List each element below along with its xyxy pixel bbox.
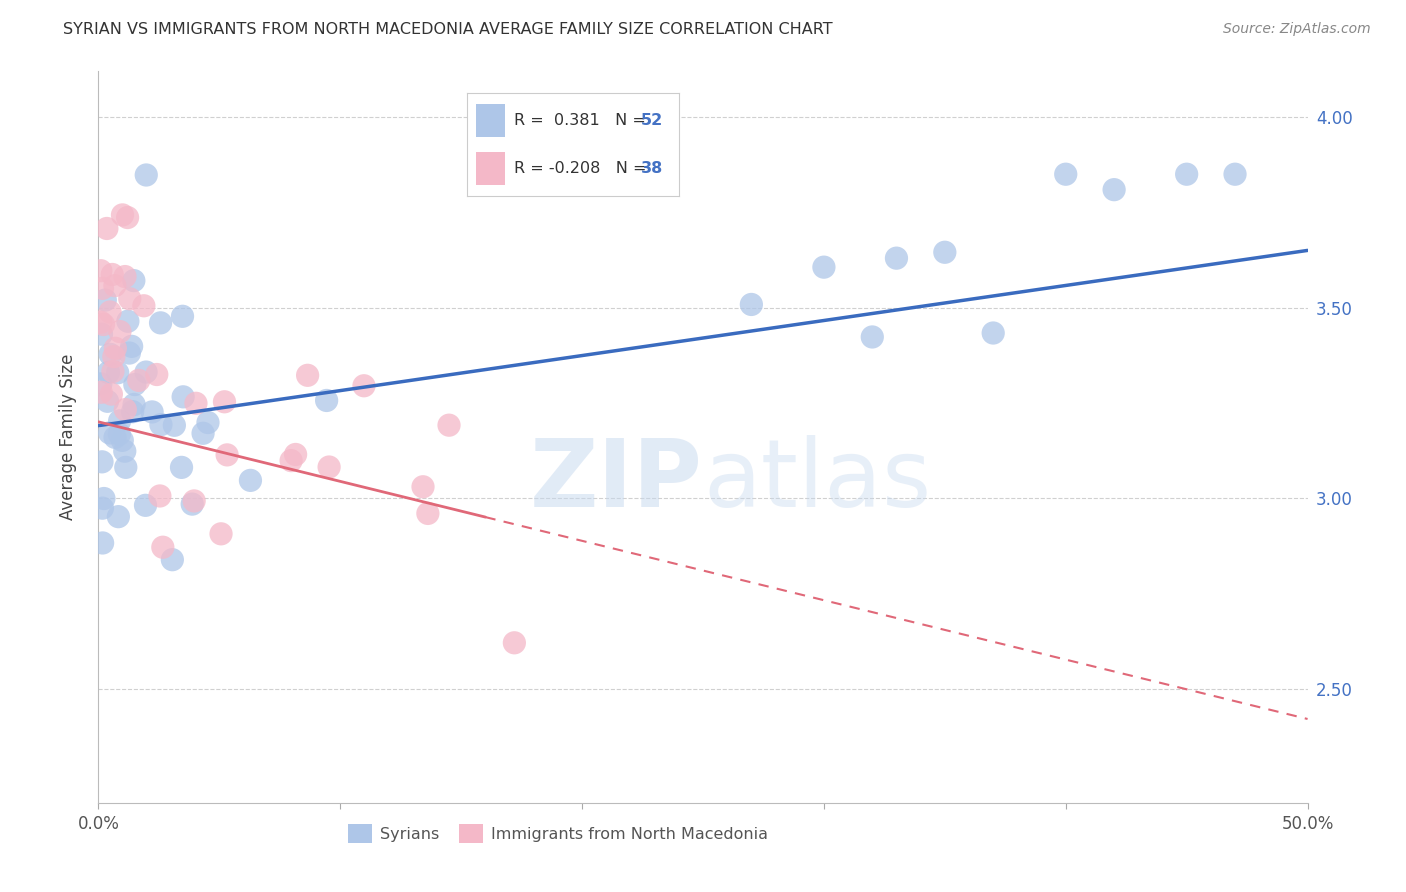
Point <box>98 347 121 361</box>
Point <box>934 245 956 260</box>
Point <box>108 414 131 428</box>
Point <box>93 491 115 506</box>
Point <box>114 460 136 475</box>
Point <box>111 208 134 222</box>
Point <box>149 417 172 432</box>
Point <box>121 339 143 353</box>
Point <box>135 168 157 182</box>
Point <box>214 394 236 409</box>
Point <box>90 385 112 400</box>
Point <box>98 425 121 440</box>
Point <box>280 453 302 467</box>
Point <box>163 418 186 433</box>
Point <box>172 310 194 324</box>
Point <box>1054 167 1077 181</box>
Point <box>107 509 129 524</box>
Legend: Syrians, Immigrants from North Macedonia: Syrians, Immigrants from North Macedonia <box>342 817 773 850</box>
Point <box>103 350 125 364</box>
Point <box>183 494 205 508</box>
Point <box>318 460 340 475</box>
Point <box>416 507 439 521</box>
Point <box>94 293 117 307</box>
Point <box>297 368 319 383</box>
Point <box>191 426 214 441</box>
Point <box>90 315 112 329</box>
Point <box>124 377 146 392</box>
Point <box>284 447 307 461</box>
Point <box>117 314 139 328</box>
Point <box>91 281 114 295</box>
Point <box>104 341 127 355</box>
Point <box>134 499 156 513</box>
Point <box>132 299 155 313</box>
Point <box>145 368 167 382</box>
Point <box>170 460 193 475</box>
Point <box>91 455 114 469</box>
Point <box>122 274 145 288</box>
Point <box>118 346 141 360</box>
Y-axis label: Average Family Size: Average Family Size <box>59 354 77 520</box>
Point <box>96 394 118 409</box>
Point <box>437 418 460 433</box>
Point <box>90 376 112 391</box>
Point <box>118 292 141 306</box>
Point <box>91 501 114 516</box>
Point <box>104 430 127 444</box>
Point <box>122 397 145 411</box>
Point <box>149 489 172 503</box>
Point <box>100 387 122 401</box>
Point <box>111 434 134 448</box>
Point <box>149 316 172 330</box>
Point <box>184 396 207 410</box>
Point <box>108 325 131 339</box>
Point <box>114 402 136 417</box>
Point <box>152 540 174 554</box>
Point <box>117 211 139 225</box>
Point <box>91 536 114 550</box>
Point <box>181 497 204 511</box>
Point <box>97 366 120 380</box>
Point <box>98 305 121 319</box>
Point <box>107 366 129 380</box>
Point <box>239 474 262 488</box>
Point <box>209 526 232 541</box>
Point <box>981 326 1004 340</box>
Point <box>90 264 112 278</box>
Point <box>860 330 883 344</box>
Point <box>121 405 143 419</box>
Text: SYRIAN VS IMMIGRANTS FROM NORTH MACEDONIA AVERAGE FAMILY SIZE CORRELATION CHART: SYRIAN VS IMMIGRANTS FROM NORTH MACEDONI… <box>63 22 832 37</box>
Point <box>101 364 124 378</box>
Point <box>217 448 239 462</box>
Point <box>128 373 150 387</box>
Point <box>740 297 762 311</box>
Point <box>353 378 375 392</box>
Point <box>1175 167 1198 181</box>
Point <box>114 269 136 284</box>
Text: Source: ZipAtlas.com: Source: ZipAtlas.com <box>1223 22 1371 37</box>
Point <box>315 393 337 408</box>
Point <box>93 318 115 332</box>
Point <box>1102 183 1125 197</box>
Point <box>813 260 835 275</box>
Point <box>141 405 163 419</box>
Point <box>104 278 127 293</box>
Point <box>135 365 157 379</box>
Text: ZIP: ZIP <box>530 435 703 527</box>
Point <box>1223 167 1246 181</box>
Point <box>197 416 219 430</box>
Point <box>162 552 184 566</box>
Point <box>114 444 136 458</box>
Point <box>90 327 112 342</box>
Text: atlas: atlas <box>703 435 931 527</box>
Point <box>412 480 434 494</box>
Point <box>886 251 908 265</box>
Point <box>108 427 131 442</box>
Point <box>172 390 194 404</box>
Point <box>503 636 526 650</box>
Point <box>96 221 118 235</box>
Point <box>101 268 124 282</box>
